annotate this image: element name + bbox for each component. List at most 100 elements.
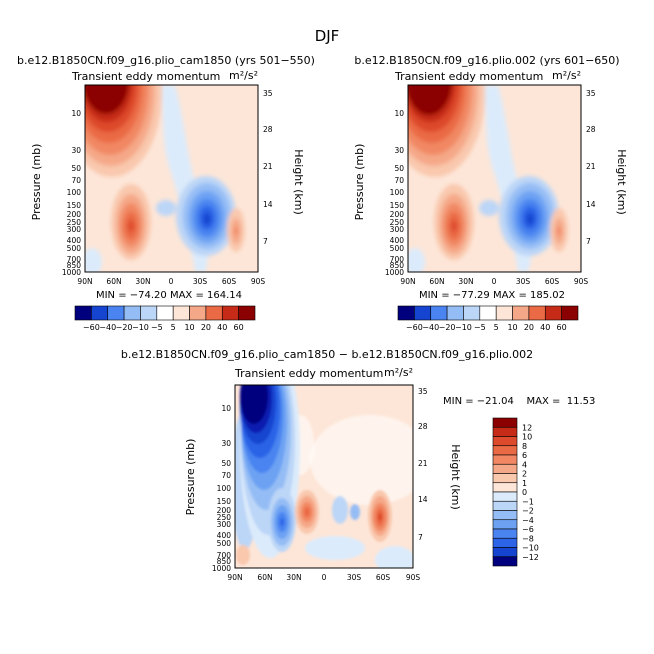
panel-left-yticks: 10 30 50 70 100 150 200 250 300 400 500 …: [62, 109, 81, 277]
x-tick-label: 30S: [193, 277, 208, 286]
y-tick-label: 100: [217, 484, 232, 493]
y-tick-label: 70: [394, 176, 404, 185]
colorbar-box: [492, 528, 518, 539]
panel-right-field: [408, 85, 581, 272]
panel-right-xticks: 90N 60N 30N 0 30S 60S 90S: [400, 277, 588, 286]
x-tick-label: 60S: [545, 277, 560, 286]
x-tick-label: 90N: [400, 277, 415, 286]
y-tick-label: 30: [394, 146, 404, 155]
x-tick-label: 60N: [257, 573, 272, 582]
colorbar-box: [492, 445, 518, 456]
colorbar-box: [492, 537, 518, 548]
panel-difference-yticks-right: 35 28 21 14 7: [418, 387, 428, 542]
panel-left-field: [85, 85, 258, 272]
y-right-tick-label: 35: [586, 89, 596, 98]
colorbar-box: [414, 305, 432, 321]
y-right-tick-label: 35: [263, 89, 273, 98]
panel-difference-ylabel-right: Height (km): [449, 444, 462, 510]
x-tick-label: 60S: [376, 573, 391, 582]
panel-right-yticks: 10 30 50 70 100 150 200 250 300 400 500 …: [385, 109, 404, 277]
panel-difference-xticks: 90N 60N 30N 0 30S 60S 90S: [227, 573, 420, 582]
colorbar-box: [492, 473, 518, 484]
y-tick-label: 500: [390, 244, 405, 253]
colorbar-label: 4: [522, 460, 527, 469]
panel-right-colorbar: −60 −40 −20 −10 −5 5 10 20 40 60: [397, 305, 579, 332]
y-tick-label: 200: [217, 506, 232, 515]
colorbar-box: [492, 500, 518, 511]
panel-left-colorbar: −60 −40 −20 −10 −5 5 10 20 40 60: [74, 305, 256, 332]
colorbar-box: [492, 482, 518, 493]
colorbar-box: [446, 305, 464, 321]
panel-right-subtitle: Transient eddy momentum: [394, 70, 543, 83]
y-tick-label: 30: [71, 146, 81, 155]
y-right-tick-label: 28: [418, 422, 428, 431]
x-tick-label: 90S: [251, 277, 266, 286]
panel-left-ylabel: Pressure (mb): [30, 144, 43, 221]
y-right-tick-label: 21: [586, 162, 596, 171]
colorbar-label: 60: [557, 323, 567, 332]
y-right-tick-label: 7: [263, 237, 268, 246]
y-right-tick-label: 14: [586, 200, 596, 209]
x-tick-label: 60N: [429, 277, 444, 286]
x-tick-label: 90S: [574, 277, 589, 286]
y-right-tick-label: 21: [263, 162, 273, 171]
x-tick-label: 60N: [106, 277, 121, 286]
panel-right-ylabel: Pressure (mb): [353, 144, 366, 221]
colorbar-box: [397, 305, 415, 321]
colorbar-box: [492, 491, 518, 502]
panel-left: b.e12.B1850CN.f09_g16.plio_cam1850 (yrs …: [17, 54, 315, 332]
colorbar-label: −10: [522, 544, 539, 553]
colorbar-box: [492, 463, 518, 474]
colorbar-label: 5: [171, 323, 176, 332]
y-tick-label: 150: [390, 201, 405, 210]
colorbar-label: −40: [422, 323, 439, 332]
colorbar-label: 2: [522, 470, 527, 479]
colorbar-box: [156, 305, 174, 321]
colorbar-label: 0: [522, 488, 527, 497]
colorbar-label: 40: [540, 323, 550, 332]
y-tick-label: 700: [217, 551, 232, 560]
y-tick-label: 200: [67, 210, 82, 219]
y-tick-label: 200: [390, 210, 405, 219]
panel-left-yticks-right: 35 28 21 14 7: [263, 89, 273, 246]
colorbar-box: [189, 305, 207, 321]
figure-title: DJF: [315, 27, 340, 45]
panel-difference-yticks: 10 30 50 70 100 150 200 250 300 400 500 …: [212, 404, 231, 573]
panel-difference-ylabel: Pressure (mb): [184, 439, 197, 516]
colorbar-box: [528, 305, 546, 321]
colorbar-box: [123, 305, 141, 321]
y-tick-label: 50: [221, 459, 231, 468]
y-tick-label: 10: [221, 404, 231, 413]
y-tick-label: 150: [67, 201, 82, 210]
y-right-tick-label: 21: [418, 459, 428, 468]
panel-left-frame: [84, 84, 259, 273]
y-tick-label: 1000: [385, 268, 404, 277]
y-tick-label: 150: [217, 497, 232, 506]
y-right-tick-label: 14: [418, 495, 428, 504]
y-tick-label: 400: [217, 531, 232, 540]
colorbar-label: −5: [474, 323, 486, 332]
x-tick-label: 30N: [458, 277, 473, 286]
y-right-tick-label: 28: [586, 125, 596, 134]
x-tick-label: 30N: [286, 573, 301, 582]
x-tick-label: 0: [169, 277, 174, 286]
y-tick-label: 50: [394, 164, 404, 173]
colorbar-label: 5: [494, 323, 499, 332]
colorbar-box: [74, 305, 92, 321]
panel-difference-stats: MIN = −21.04 MAX = 11.53: [443, 396, 595, 407]
x-tick-label: 90N: [77, 277, 92, 286]
colorbar-box: [492, 417, 518, 428]
y-tick-label: 10: [394, 109, 404, 118]
y-tick-label: 300: [67, 225, 82, 234]
y-tick-label: 30: [221, 439, 231, 448]
colorbar-label: 10: [522, 433, 532, 442]
colorbar-box: [479, 305, 497, 321]
colorbar-label: 6: [522, 451, 527, 460]
colorbar-label: 20: [524, 323, 534, 332]
colorbar-box: [492, 436, 518, 447]
colorbar-box: [492, 547, 518, 558]
y-tick-label: 100: [67, 188, 82, 197]
colorbar-box: [492, 454, 518, 465]
